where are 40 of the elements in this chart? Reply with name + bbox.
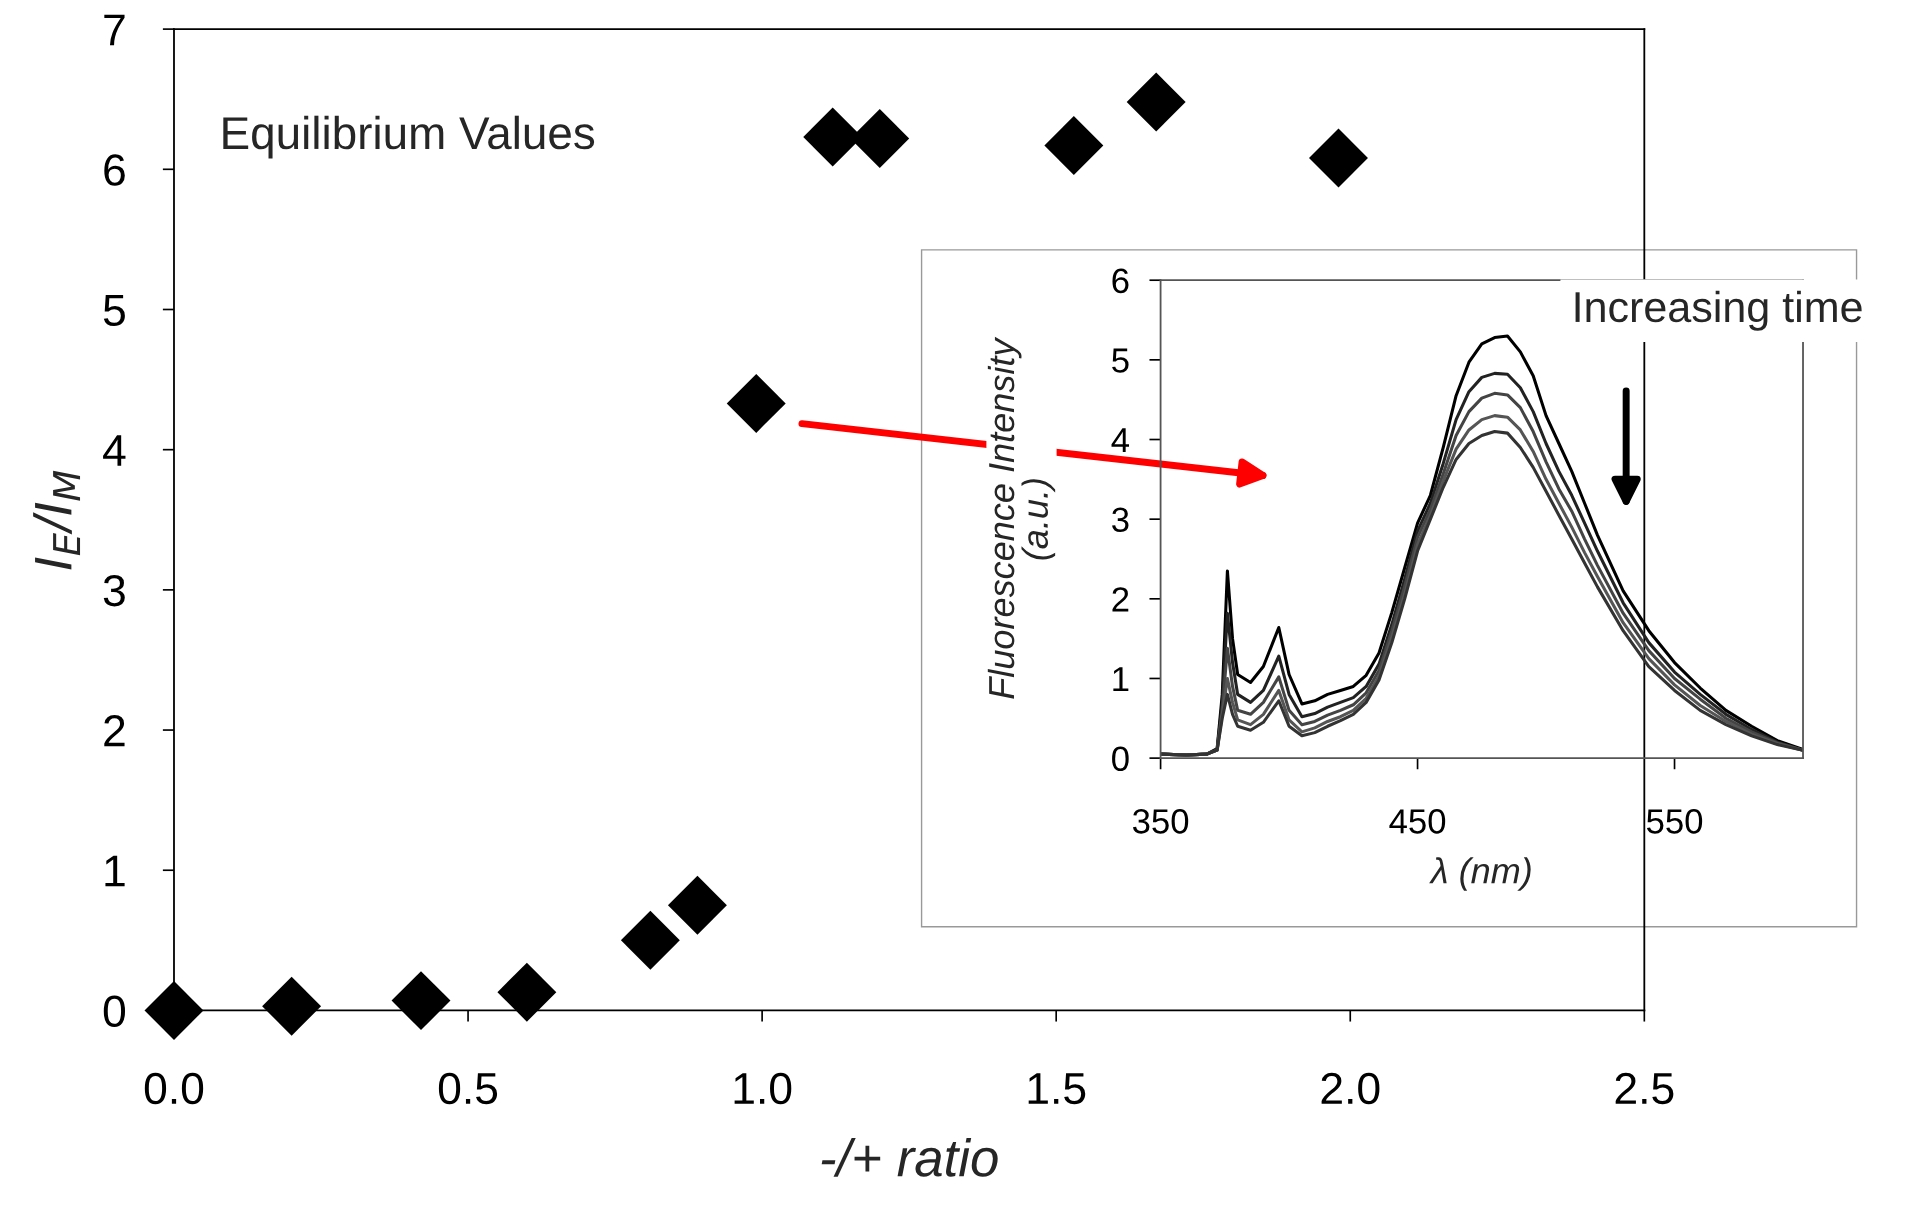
point: [620, 910, 680, 970]
x-tick-label: 2.5: [1615, 1072, 1674, 1105]
y-tick-label: 0: [1112, 746, 1129, 772]
point: [1044, 116, 1104, 175]
x-tick-label: 350: [1132, 809, 1189, 834]
y-tick-label: 4: [103, 435, 126, 466]
annotation: Equilibrium Values: [223, 115, 595, 159]
point: [144, 980, 204, 1040]
x-tick-label: 1.5: [1028, 1073, 1086, 1105]
x-tick-label: 0.5: [438, 1072, 498, 1105]
x-tick-label: 0.0: [144, 1072, 204, 1105]
point: [391, 971, 451, 1031]
x-tick-label: 550: [1646, 809, 1703, 834]
y-tick-label: 3: [1112, 507, 1129, 533]
annotation: Increasing time: [1575, 290, 1862, 331]
x-tick-label: 1.0: [734, 1072, 792, 1105]
y-tick-label: 0: [103, 995, 126, 1027]
y-tick-label: 6: [1112, 268, 1129, 294]
y-tick-label: 1: [105, 855, 125, 887]
y-tick-label: 5: [103, 295, 125, 327]
x-axis-title: λ (nm): [1429, 857, 1531, 891]
y-tick-label: 3: [103, 574, 125, 607]
point: [262, 976, 322, 1036]
x-tick-label: 450: [1389, 809, 1446, 834]
point: [1126, 72, 1186, 132]
x-axis-title: -/+ ratio: [821, 1137, 998, 1177]
point: [497, 962, 557, 1022]
x-tick-label: 2.0: [1321, 1072, 1380, 1105]
point: [667, 875, 727, 935]
y-tick-label: 6: [104, 154, 125, 186]
y-tick-label: 4: [1111, 428, 1130, 453]
point: [726, 373, 786, 433]
y-tick-label: 1: [1113, 667, 1129, 692]
y-tick-label: 2: [1112, 587, 1129, 612]
y-tick-label: 2: [104, 715, 125, 747]
y-tick-label: 7: [104, 14, 125, 46]
y-axis-title: Fluorescence Intensity (a.u.): [987, 336, 1056, 699]
point: [1309, 128, 1368, 188]
y-axis-title: I$_{E}$/I$_{M}$: [33, 470, 81, 570]
y-tick-label: 5: [1112, 348, 1129, 373]
